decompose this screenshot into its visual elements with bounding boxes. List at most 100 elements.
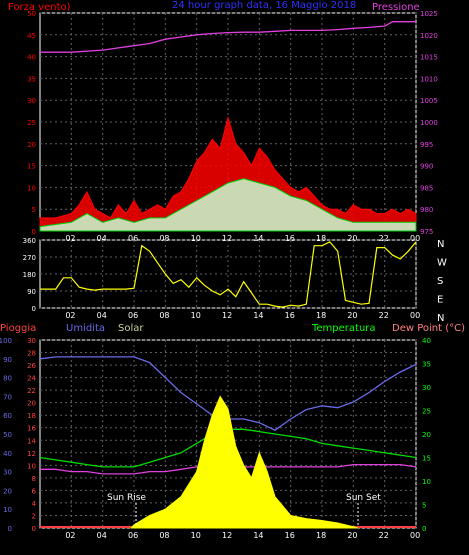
rain-y-tick: 10 xyxy=(27,462,36,470)
rain-y-tick: 28 xyxy=(27,350,36,358)
rain-y-tick: 12 xyxy=(27,450,36,458)
weather-x-tick: 08 xyxy=(159,531,169,540)
pressure-line xyxy=(40,21,416,53)
direction-x-tick: 00 xyxy=(410,311,420,320)
solar-axis-label: Solar xyxy=(118,323,144,334)
wind-x-tick: 06 xyxy=(128,234,138,243)
weather-x-tick: 20 xyxy=(347,531,357,540)
rain-axis-label: Pioggia xyxy=(0,323,36,334)
humidity-y-tick: 90 xyxy=(3,356,12,364)
direction-x-tick: 04 xyxy=(97,311,107,320)
direction-y-tick: 360 xyxy=(23,237,36,245)
rain-y-tick: 20 xyxy=(27,400,36,408)
wind-pressure-series xyxy=(39,21,417,232)
direction-x-tick: 06 xyxy=(128,311,138,320)
pressure-y-tick: 1025 xyxy=(420,10,438,18)
wind-direction-series xyxy=(40,241,417,308)
avg-wind-area xyxy=(39,178,417,232)
rain-y-tick: 4 xyxy=(32,500,37,508)
direction-y-tick: 270 xyxy=(23,254,36,262)
direction-x-tick: 16 xyxy=(285,311,295,320)
wind-pressure-ticks: 02 04 06 08 10 12 14 16 18 20 22 000510152025303540… xyxy=(27,10,438,243)
humidity-y-tick: 30 xyxy=(3,469,12,477)
weather-x-tick: 10 xyxy=(191,531,201,540)
weather-x-tick: 04 xyxy=(97,531,107,540)
pressure-y-tick: 980 xyxy=(420,206,433,214)
compass-label: W xyxy=(437,258,447,269)
humidity-y-tick: 40 xyxy=(3,450,12,458)
wind-x-tick: 12 xyxy=(222,234,232,243)
rain-y-tick: 0 xyxy=(32,525,36,533)
wind-y-tick: 40 xyxy=(27,54,36,62)
weather-x-tick: 12 xyxy=(222,531,232,540)
pressure-y-tick: 1020 xyxy=(420,32,438,40)
compass-label: E xyxy=(437,295,443,306)
chart-title: 24 hour graph data, 16 Maggio 2018 xyxy=(172,0,356,11)
pressure-y-tick: 985 xyxy=(420,184,433,192)
temperature-y-tick: 20 xyxy=(422,431,431,439)
weather-x-tick: 14 xyxy=(253,531,263,540)
wind-y-tick: 35 xyxy=(27,75,36,83)
weather-x-tick: 18 xyxy=(316,531,326,540)
wind-x-tick: 00 xyxy=(410,234,420,243)
humidity-y-tick: 0 xyxy=(8,525,12,533)
humidity-y-tick: 80 xyxy=(3,375,12,383)
wind-y-tick: 30 xyxy=(27,97,36,105)
direction-x-tick: 14 xyxy=(253,311,263,320)
wind-direction-grid xyxy=(40,239,417,309)
wind-y-tick: 15 xyxy=(27,163,36,171)
wind-y-tick: 0 xyxy=(32,228,36,236)
dewpoint-axis-label: Dew Point (°C) xyxy=(392,323,465,334)
pressure-y-tick: 995 xyxy=(420,141,433,149)
temperature-y-tick: 10 xyxy=(422,478,431,486)
wind-y-tick: 25 xyxy=(27,119,36,127)
direction-y-tick: 0 xyxy=(32,305,36,313)
temperature-y-tick: 35 xyxy=(422,361,431,369)
rain-y-tick: 22 xyxy=(27,387,36,395)
direction-x-tick: 12 xyxy=(222,311,232,320)
temperature-y-tick: 5 xyxy=(422,502,426,510)
humidity-y-tick: 10 xyxy=(3,506,12,514)
rain-y-tick: 26 xyxy=(27,362,36,370)
wind-x-tick: 20 xyxy=(347,234,357,243)
rain-y-tick: 2 xyxy=(32,512,36,520)
direction-x-tick: 20 xyxy=(347,311,357,320)
humidity-y-tick: 70 xyxy=(3,393,12,401)
solar-area xyxy=(130,395,359,529)
wind-y-tick: 5 xyxy=(32,206,36,214)
wind-y-tick: 45 xyxy=(27,32,36,40)
weather-x-tick: 06 xyxy=(128,531,138,540)
rain-y-tick: 16 xyxy=(27,425,36,433)
humidity-y-tick: 20 xyxy=(3,487,12,495)
humidity-axis-label: Umidita xyxy=(66,323,105,334)
wind-y-tick: 50 xyxy=(27,10,36,18)
weather-x-tick: 00 xyxy=(410,531,420,540)
wind-x-tick: 04 xyxy=(97,234,107,243)
pressure-y-tick: 990 xyxy=(420,163,433,171)
wind-y-tick: 20 xyxy=(27,141,36,149)
temperature-y-tick: 0 xyxy=(422,525,426,533)
wind-x-tick: 14 xyxy=(253,234,263,243)
compass-label: N xyxy=(437,239,444,250)
compass-label: N xyxy=(437,313,444,324)
gust-area xyxy=(39,115,417,232)
pressure-y-tick: 1000 xyxy=(420,119,438,127)
temperature-axis-label: Temperatura xyxy=(311,323,376,334)
temperature-y-tick: 30 xyxy=(422,384,431,392)
sunset-annotation: Sun Set xyxy=(346,493,381,503)
wind-x-tick: 16 xyxy=(285,234,295,243)
temperature-y-tick: 40 xyxy=(422,337,431,345)
wind-x-tick: 22 xyxy=(379,234,389,243)
pressure-y-tick: 1015 xyxy=(420,54,438,62)
weather-ticks: 02 04 06 08 10 12 14 16 18 20 22 000102030405060708… xyxy=(0,337,431,540)
weather-x-tick: 22 xyxy=(379,531,389,540)
humidity-y-tick: 50 xyxy=(3,431,12,439)
pressure-axis-label: Pressione xyxy=(372,2,420,13)
wind-x-tick: 02 xyxy=(65,234,75,243)
wind-direction-line xyxy=(40,241,417,308)
compass-label: S xyxy=(437,276,443,287)
weather-x-tick: 16 xyxy=(285,531,295,540)
wind-x-tick: 10 xyxy=(191,234,201,243)
